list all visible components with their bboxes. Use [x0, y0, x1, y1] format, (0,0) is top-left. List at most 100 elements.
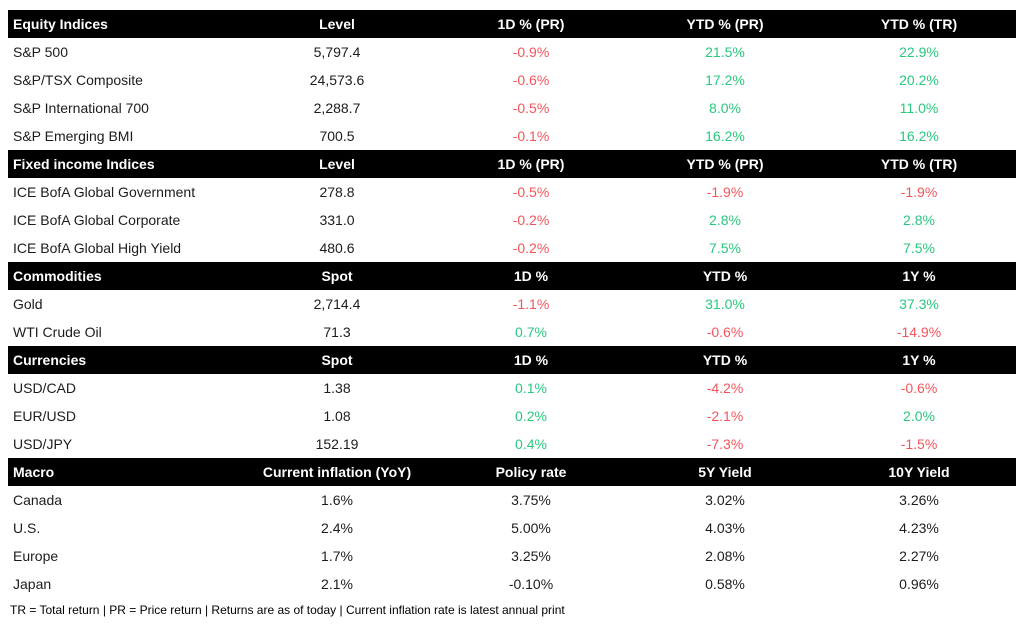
cell-value: -7.3% [706, 436, 744, 452]
table-row: S&P International 700 2,288.7 -0.5% 8.0%… [8, 94, 1016, 122]
cell-value: -0.5% [512, 100, 550, 116]
cell-value: -1.5% [900, 436, 938, 452]
cell-value: -0.6% [512, 72, 550, 88]
column-header-ytd: YTD % [702, 352, 748, 368]
cell-value: 8.0% [709, 100, 741, 116]
table-row: S&P 500 5,797.4 -0.9% 21.5% 22.9% [8, 38, 1016, 66]
column-header-ytd-tr: YTD % (TR) [880, 156, 958, 172]
cell-value: 2.0% [903, 408, 935, 424]
section-title: Fixed income Indices [13, 156, 155, 172]
footnote: TR = Total return | PR = Price return | … [10, 603, 565, 617]
section-header-row: Currencies Spot 1D % YTD % 1Y % [8, 346, 1016, 374]
table-row: Europe 1.7% 3.25% 2.08% 2.27% [8, 542, 1016, 570]
cell-value: 2.4% [321, 520, 353, 536]
cell-value: -1.1% [512, 296, 550, 312]
row-label: Gold [13, 296, 43, 312]
row-label: S&P 500 [13, 44, 69, 60]
cell-value: 1.7% [321, 548, 353, 564]
cell-value: 4.03% [705, 520, 745, 536]
row-label: U.S. [13, 520, 41, 536]
section-header-row: Macro Current inflation (YoY) Policy rat… [8, 458, 1016, 486]
column-header-1y: 1Y % [902, 268, 936, 284]
cell-value: 0.58% [705, 576, 745, 592]
row-label: Europe [13, 548, 59, 564]
cell-value: -0.2% [512, 212, 550, 228]
cell-value: 16.2% [899, 128, 939, 144]
column-header-5y-yield: 5Y Yield [698, 464, 752, 480]
row-label: Japan [13, 576, 52, 592]
row-label: ICE BofA Global Corporate [13, 212, 181, 228]
column-header-10y-yield: 10Y Yield [888, 464, 950, 480]
cell-value: -14.9% [896, 324, 942, 340]
cell-value: 3.25% [511, 548, 551, 564]
cell-value: -0.6% [900, 380, 938, 396]
cell-value: 2,714.4 [313, 296, 361, 312]
cell-value: 3.75% [511, 492, 551, 508]
cell-value: 0.4% [515, 436, 547, 452]
cell-value: 2.27% [899, 548, 939, 564]
cell-value: 2.08% [705, 548, 745, 564]
cell-value: -0.10% [508, 576, 554, 592]
cell-value: 4.23% [899, 520, 939, 536]
table-row: S&P Emerging BMI 700.5 -0.1% 16.2% 16.2% [8, 122, 1016, 150]
section-header-row: Fixed income Indices Level 1D % (PR) YTD… [8, 150, 1016, 178]
cell-value: 17.2% [705, 72, 745, 88]
section-header-row: Equity Indices Level 1D % (PR) YTD % (PR… [8, 10, 1016, 38]
cell-value: -1.9% [900, 184, 938, 200]
row-label: S&P Emerging BMI [13, 128, 134, 144]
column-header-1d: 1D % [513, 268, 549, 284]
section-equity-indices: Equity Indices Level 1D % (PR) YTD % (PR… [8, 10, 1016, 150]
cell-value: 700.5 [319, 128, 355, 144]
table-row: USD/JPY 152.19 0.4% -7.3% -1.5% [8, 430, 1016, 458]
row-label: S&P International 700 [13, 100, 149, 116]
column-header-spot: Spot [321, 268, 353, 284]
section-commodities: Commodities Spot 1D % YTD % 1Y % Gold 2,… [8, 262, 1016, 346]
cell-value: -4.2% [706, 380, 744, 396]
column-header-level: Level [319, 16, 355, 32]
cell-value: 1.6% [321, 492, 353, 508]
row-label: USD/JPY [13, 436, 73, 452]
cell-value: 480.6 [319, 240, 355, 256]
cell-value: 5,797.4 [313, 44, 361, 60]
cell-value: 31.0% [705, 296, 745, 312]
column-header-ytd-pr: YTD % (PR) [686, 16, 764, 32]
cell-value: -0.2% [512, 240, 550, 256]
table-row: ICE BofA Global High Yield 480.6 -0.2% 7… [8, 234, 1016, 262]
cell-value: -2.1% [706, 408, 744, 424]
cell-value: 3.02% [705, 492, 745, 508]
cell-value: -0.9% [512, 44, 550, 60]
cell-value: 22.9% [899, 44, 939, 60]
cell-value: -0.1% [512, 128, 550, 144]
cell-value: 278.8 [319, 184, 355, 200]
column-header-inflation: Current inflation (YoY) [262, 464, 412, 480]
row-label: EUR/USD [13, 408, 77, 424]
cell-value: 2.8% [903, 212, 935, 228]
row-label: USD/CAD [13, 380, 77, 396]
table-row: U.S. 2.4% 5.00% 4.03% 4.23% [8, 514, 1016, 542]
section-macro: Macro Current inflation (YoY) Policy rat… [8, 458, 1016, 598]
cell-value: 24,573.6 [309, 72, 365, 88]
cell-value: 1.08 [323, 408, 351, 424]
cell-value: -0.5% [512, 184, 550, 200]
cell-value: -1.9% [706, 184, 744, 200]
section-title: Macro [13, 464, 55, 480]
row-label: Canada [13, 492, 63, 508]
row-label: ICE BofA Global High Yield [13, 240, 182, 256]
cell-value: 0.96% [899, 576, 939, 592]
cell-value: 0.7% [515, 324, 547, 340]
section-header-row: Commodities Spot 1D % YTD % 1Y % [8, 262, 1016, 290]
column-header-1d-pr: 1D % (PR) [497, 16, 565, 32]
table-row: Canada 1.6% 3.75% 3.02% 3.26% [8, 486, 1016, 514]
column-header-1y: 1Y % [902, 352, 936, 368]
table-row: ICE BofA Global Government 278.8 -0.5% -… [8, 178, 1016, 206]
row-label: ICE BofA Global Government [13, 184, 196, 200]
cell-value: 1.38 [323, 380, 351, 396]
cell-value: 71.3 [323, 324, 351, 340]
section-fixed-income-indices: Fixed income Indices Level 1D % (PR) YTD… [8, 150, 1016, 262]
cell-value: 2.8% [709, 212, 741, 228]
cell-value: 21.5% [705, 44, 745, 60]
cell-value: 16.2% [705, 128, 745, 144]
column-header-level: Level [319, 156, 355, 172]
cell-value: 152.19 [315, 436, 359, 452]
